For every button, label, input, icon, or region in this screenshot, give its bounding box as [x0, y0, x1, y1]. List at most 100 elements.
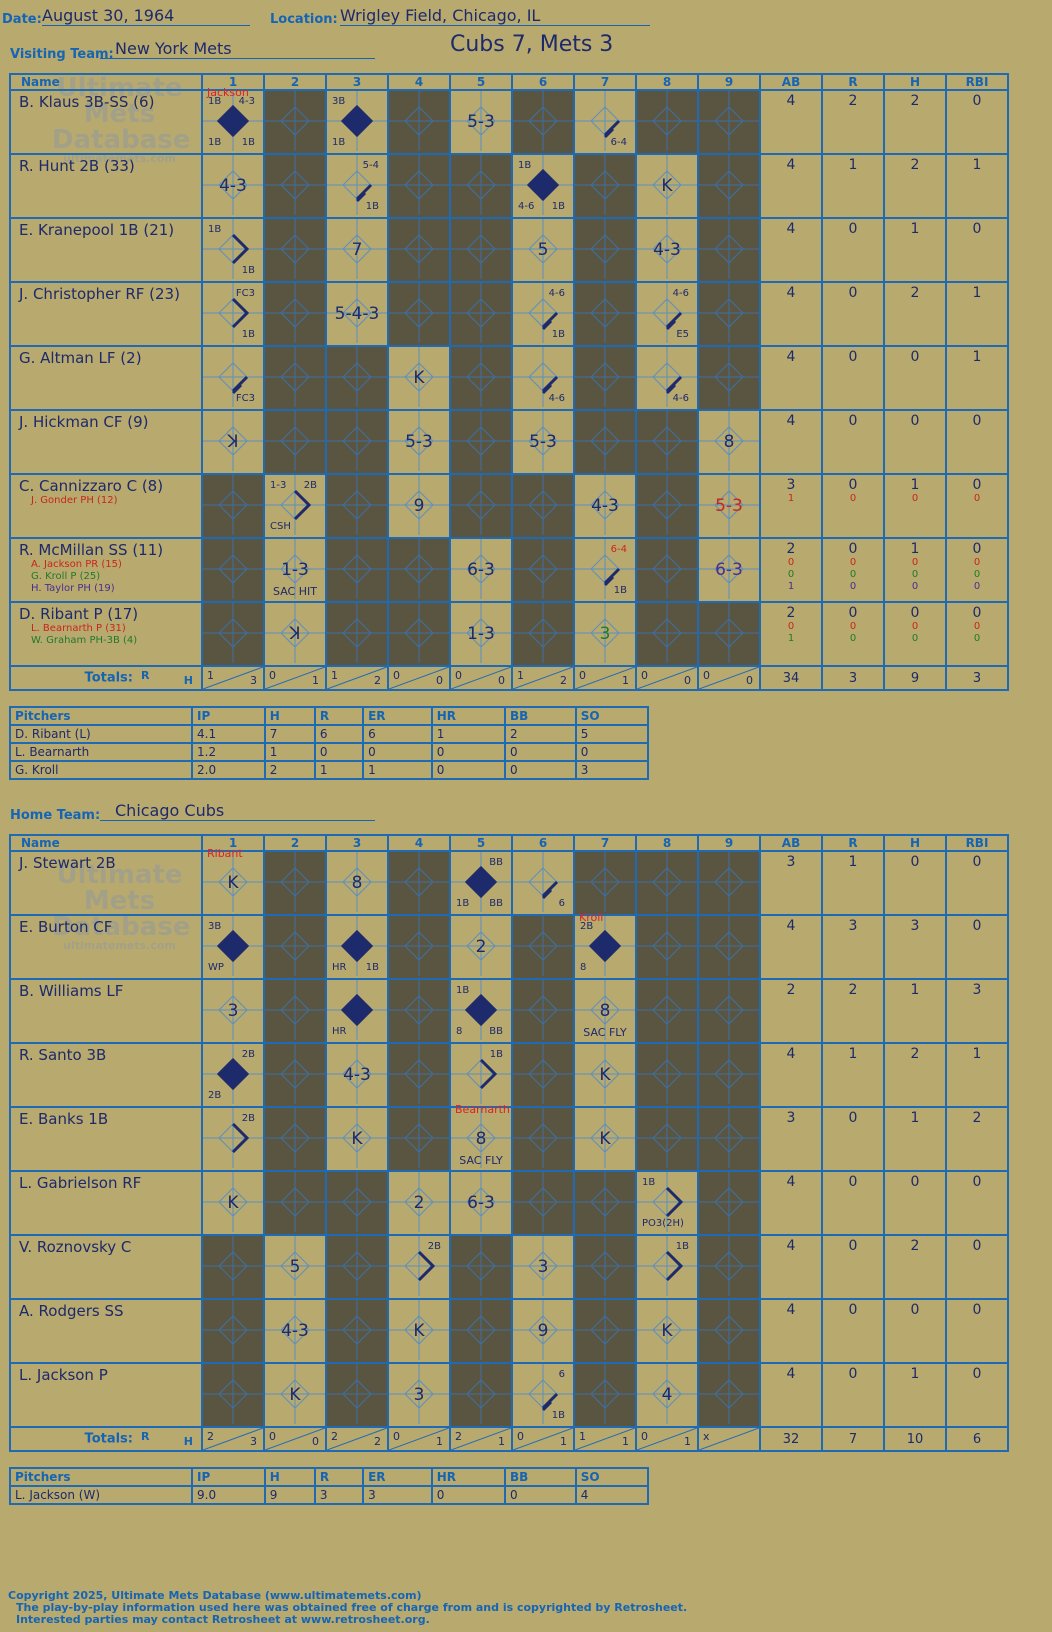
- base-notation: 1B: [365, 962, 379, 973]
- stat-value: 0: [972, 413, 982, 429]
- diamond-icon: [265, 916, 325, 976]
- diamond-icon: [451, 1044, 511, 1104]
- stat-value: 4: [786, 1046, 796, 1062]
- at-bat-cell: 4-3: [573, 473, 637, 539]
- batter-stat: 0: [945, 1362, 1009, 1428]
- diamond-icon: [389, 980, 449, 1040]
- diamond-icon: [327, 603, 387, 663]
- divider-line: [699, 667, 759, 689]
- at-bat-result: K: [599, 1129, 611, 1149]
- stat-value: 2: [848, 93, 858, 109]
- inning-hits: 1: [560, 1435, 567, 1448]
- at-bat-cell: [635, 409, 699, 475]
- at-bat-cell: [697, 345, 761, 411]
- pitcher-stat: 0: [430, 742, 507, 762]
- batter-name: J. Stewart 2B: [19, 854, 116, 872]
- at-bat-cell: [387, 281, 451, 347]
- inning-header: 1: [201, 834, 265, 852]
- pitcher-row: D. Ribant (L) 4.1 7 6 6 1 2 5: [9, 724, 650, 744]
- hits-legend: H: [183, 674, 193, 687]
- inning-header: 5: [449, 834, 513, 852]
- batter-name: R. Santo 3B: [19, 1046, 107, 1064]
- diamond-icon: [513, 1172, 573, 1232]
- inning-runs: 0: [269, 1430, 276, 1443]
- diamond-icon: [637, 1108, 697, 1168]
- at-bat-cell: [635, 601, 699, 667]
- batter-stat: 1: [883, 1106, 947, 1172]
- base-notation: 1-3: [270, 480, 287, 491]
- stat-value: 4: [786, 349, 796, 365]
- stat-value: 3: [848, 918, 858, 934]
- at-bat-cell: [387, 1042, 451, 1108]
- inning-header: 3: [325, 834, 389, 852]
- batter-stat: 1: [883, 1362, 947, 1428]
- inning-runs: 0: [455, 669, 462, 682]
- pitcher-stat-header: BB: [504, 706, 577, 726]
- batter-name: J. Hickman CF (9): [19, 413, 149, 431]
- at-bat-cell: [263, 409, 327, 475]
- base-notation: 1B: [642, 1177, 656, 1188]
- pitcher-row: G. Kroll 2.0 2 1 1 0 0 3: [9, 760, 650, 780]
- base-notation: PO3(2H): [642, 1218, 684, 1229]
- batter-stat: 0: [883, 1298, 947, 1364]
- at-bat-cell: 3B 1B: [325, 89, 389, 155]
- pitcher-stat-header: ER: [362, 706, 433, 726]
- pitcher-name: L. Bearnarth: [9, 742, 193, 762]
- diamond-icon: [389, 1172, 449, 1232]
- base-notation: FC3: [235, 393, 255, 404]
- at-bat-cell: [263, 850, 327, 916]
- diamond-icon: [389, 603, 449, 663]
- game-date: August 30, 1964: [42, 6, 250, 26]
- divider-line: [327, 1428, 387, 1450]
- diamond-icon: [451, 475, 511, 535]
- pitcher-stat: 0: [574, 742, 650, 762]
- diamond-icon: [451, 916, 511, 976]
- stat-value: 0: [972, 477, 982, 493]
- batter-name: D. Ribant P (17): [19, 605, 139, 623]
- at-bat-cell: [449, 281, 513, 347]
- at-bat-result: 9: [537, 1321, 549, 1341]
- at-bat-cell: 8: [325, 850, 389, 916]
- stat-value: 1: [910, 541, 920, 557]
- batter-stat: 1: [821, 1042, 885, 1108]
- stat-value: 0: [972, 93, 982, 109]
- at-bat-cell: K: [573, 1106, 637, 1172]
- batter-stat: 0: [945, 1234, 1009, 1300]
- stat-value: 1: [848, 1046, 858, 1062]
- at-bat-result: 5: [289, 1257, 301, 1277]
- at-bat-cell: 1B 1B: [201, 217, 265, 283]
- stat-value: 2: [910, 157, 920, 173]
- at-bat-cell: ꓘ: [201, 409, 265, 475]
- batter-name: L. Jackson P: [19, 1366, 108, 1384]
- divider-line: [451, 1428, 511, 1450]
- batter-row: G. Altman LF (2) FC3 K 4-6 4-6 4 0 0 1: [9, 345, 1009, 411]
- base-notation: 1B: [208, 96, 222, 107]
- batter-name: J. Christopher RF (23): [19, 285, 180, 303]
- stat-value: 4: [786, 221, 796, 237]
- batter-stat: 4: [759, 1170, 823, 1236]
- diamond-icon: [451, 155, 511, 215]
- at-bat-cell: [449, 1298, 513, 1364]
- stat-value: 3: [786, 854, 796, 870]
- stat-total: 3: [821, 665, 885, 691]
- at-bat-cell: [263, 345, 327, 411]
- diamond-icon: [389, 1108, 449, 1168]
- batter-stat: 0: [945, 850, 1009, 916]
- at-bat-cell: [387, 914, 451, 980]
- batter-stat: 4: [759, 1234, 823, 1300]
- stat-value: 0: [973, 557, 981, 568]
- diamond-icon: [575, 1236, 635, 1296]
- diamond-icon: [451, 283, 511, 343]
- batter-name-cell: E. Kranepool 1B (21): [9, 217, 203, 283]
- at-bat-cell: [449, 409, 513, 475]
- at-bat-cell: [449, 345, 513, 411]
- diamond-icon: [699, 1044, 759, 1104]
- substitute-name: W. Graham PH-3B (4): [31, 635, 138, 646]
